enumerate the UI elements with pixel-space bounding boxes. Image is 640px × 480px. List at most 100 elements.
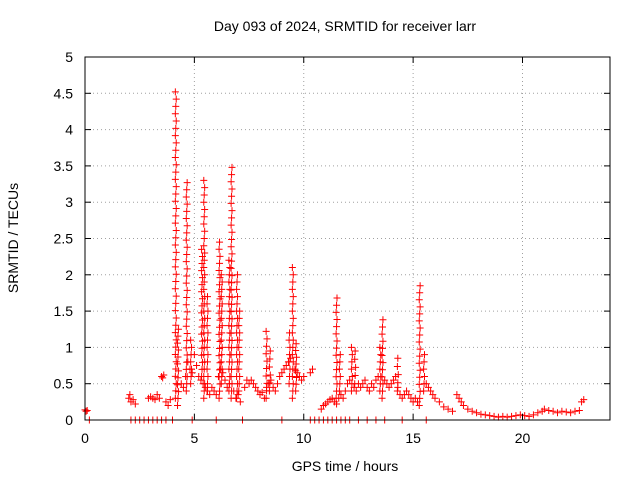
data-point	[481, 411, 489, 419]
data-point	[332, 330, 340, 338]
data-point	[187, 380, 195, 388]
data-point	[394, 354, 402, 362]
y-tick-label: 4.5	[54, 85, 74, 101]
y-tick-label: 1	[65, 339, 73, 355]
data-point	[333, 337, 341, 345]
data-point	[182, 258, 190, 266]
data-point	[233, 271, 241, 279]
data-point	[274, 380, 281, 388]
data-point	[333, 294, 341, 302]
data-point	[225, 256, 233, 264]
data-point	[172, 270, 180, 278]
data-point	[208, 383, 216, 391]
data-point	[183, 229, 191, 237]
x-axis-label: GPS time / hours	[292, 458, 399, 474]
data-point	[183, 250, 191, 258]
data-point	[420, 387, 428, 395]
data-point	[421, 351, 428, 359]
data-point	[217, 380, 225, 388]
data-point	[228, 192, 236, 200]
data-point	[249, 380, 257, 388]
y-axis-label: SRMTID / TECUs	[5, 183, 21, 293]
data-point	[336, 358, 344, 366]
data-point	[227, 286, 235, 294]
data-point	[198, 267, 206, 275]
data-point	[226, 372, 234, 380]
data-point	[160, 371, 168, 379]
data-point	[393, 362, 401, 370]
data-point	[351, 380, 359, 388]
data-point	[416, 345, 424, 353]
data-point	[336, 372, 344, 380]
data-point	[172, 256, 180, 264]
data-point	[129, 396, 137, 404]
data-point	[416, 282, 424, 290]
data-point	[473, 409, 481, 417]
data-point	[198, 316, 206, 324]
data-point	[131, 400, 139, 408]
data-point	[282, 362, 290, 370]
data-point	[357, 383, 365, 391]
data-point	[198, 281, 206, 289]
data-point	[172, 299, 180, 307]
data-point	[225, 387, 233, 395]
data-point	[225, 343, 233, 351]
data-point	[216, 316, 224, 324]
grid-layer	[85, 57, 610, 420]
data-point	[172, 321, 180, 329]
data-point	[252, 383, 260, 391]
data-point	[223, 383, 231, 391]
data-point	[337, 391, 345, 399]
data-point	[398, 394, 406, 402]
data-point	[333, 323, 341, 331]
data-point	[361, 376, 369, 384]
data-point	[285, 358, 293, 366]
data-point	[172, 102, 180, 110]
data-point	[490, 412, 498, 420]
data-point	[415, 317, 423, 325]
data-point	[486, 412, 494, 420]
data-point	[435, 398, 443, 406]
data-point	[172, 95, 180, 103]
data-point	[394, 371, 402, 379]
data-point	[212, 391, 220, 399]
data-point	[347, 343, 355, 351]
data-point	[203, 365, 211, 373]
data-point	[376, 358, 384, 366]
data-point	[172, 205, 180, 213]
data-point	[172, 124, 180, 132]
x-tick-label: 10	[296, 430, 312, 446]
data-point	[477, 410, 485, 418]
data-point	[292, 367, 300, 375]
data-point	[415, 296, 423, 304]
data-point	[266, 379, 274, 387]
data-point	[200, 220, 208, 228]
y-tick-label: 4	[65, 122, 73, 138]
data-point	[225, 278, 233, 286]
data-point	[227, 308, 235, 316]
data-point	[236, 398, 244, 406]
data-point	[225, 358, 233, 366]
data-point	[288, 394, 296, 402]
data-point	[201, 227, 209, 235]
data-point	[226, 329, 234, 337]
data-point	[233, 285, 241, 293]
x-tick-label: 5	[190, 430, 198, 446]
data-point	[182, 215, 190, 223]
data-point	[292, 360, 300, 368]
data-point	[235, 322, 243, 330]
data-point	[183, 200, 191, 208]
data-point	[198, 274, 206, 282]
data-point	[236, 372, 244, 380]
data-point	[298, 376, 306, 384]
data-point	[174, 353, 182, 361]
data-point	[200, 394, 208, 402]
y-tick-label: 2	[65, 267, 73, 283]
data-point	[376, 365, 384, 373]
data-point	[558, 407, 566, 415]
data-point	[241, 383, 249, 391]
data-point	[198, 309, 206, 317]
data-point	[339, 394, 347, 402]
data-point	[225, 293, 233, 301]
data-point	[187, 372, 195, 380]
